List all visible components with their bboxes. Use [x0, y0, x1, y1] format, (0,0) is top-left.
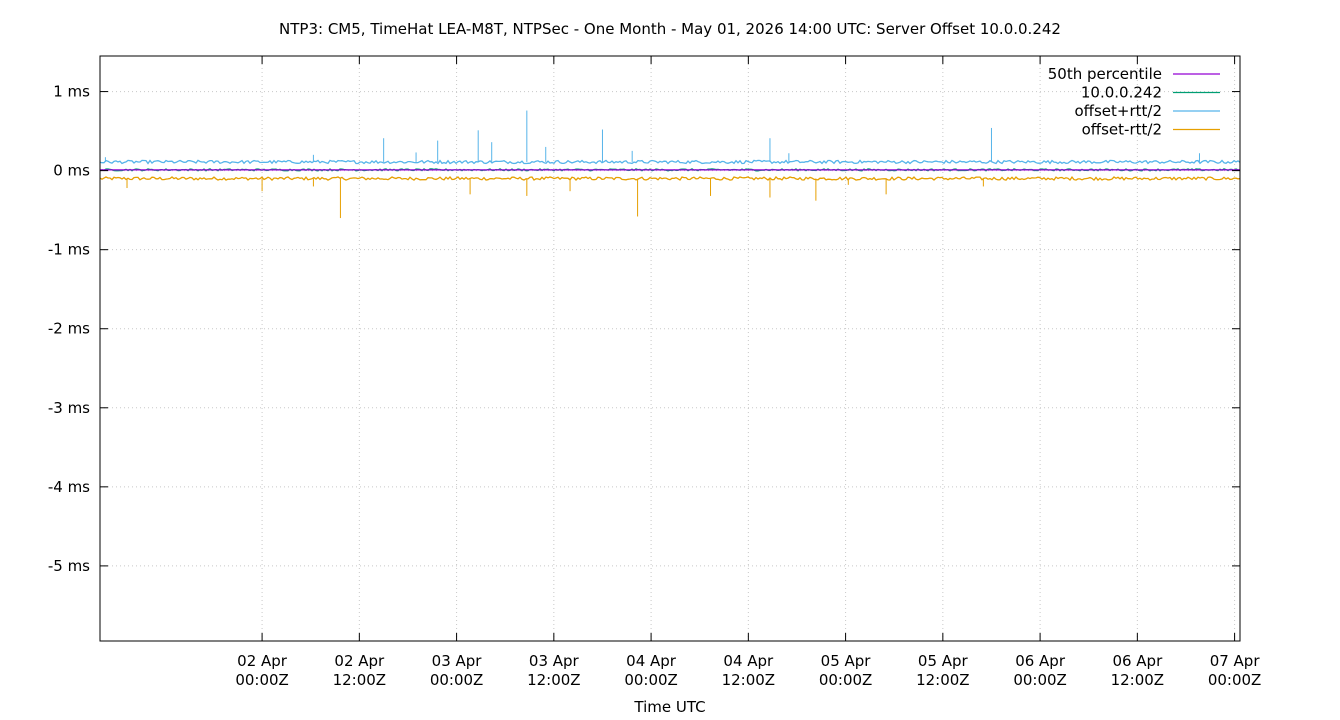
series-3-line	[99, 176, 1241, 182]
legend: 50th percentile10.0.0.242offset+rtt/2off…	[1048, 65, 1220, 139]
x-tick-label-date: 03 Apr	[529, 652, 580, 670]
x-axis-label: Time UTC	[633, 698, 705, 716]
x-tick-label-time: 00:00Z	[1208, 671, 1262, 689]
grid-layer	[100, 56, 1240, 641]
x-tick-label-date: 03 Apr	[432, 652, 483, 670]
x-tick-label-time: 00:00Z	[624, 671, 678, 689]
legend-label-series-2: offset+rtt/2	[1074, 102, 1162, 120]
y-tick-label: -3 ms	[48, 399, 90, 417]
y-tick-label: 0 ms	[53, 162, 90, 180]
x-tick-label-date: 04 Apr	[723, 652, 774, 670]
legend-label-series-0: 50th percentile	[1048, 65, 1162, 83]
x-tick-label-time: 00:00Z	[1013, 671, 1067, 689]
y-tick-label: -4 ms	[48, 478, 90, 496]
plot-frame	[99, 55, 1241, 642]
x-tick-label-date: 06 Apr	[1015, 652, 1066, 670]
x-tick-label-time: 12:00Z	[1111, 671, 1165, 689]
y-tick-label: 1 ms	[53, 83, 90, 101]
x-tick-label-time: 00:00Z	[235, 671, 289, 689]
legend-label-series-1: 10.0.0.242	[1081, 84, 1162, 102]
y-tick-label: -1 ms	[48, 241, 90, 259]
x-tick-label-time: 12:00Z	[527, 671, 581, 689]
x-tick-label-date: 06 Apr	[1112, 652, 1163, 670]
x-tick-label-date: 07 Apr	[1210, 652, 1261, 670]
x-tick-label-time: 00:00Z	[819, 671, 873, 689]
x-tick-label-date: 05 Apr	[918, 652, 969, 670]
x-tick-label-time: 12:00Z	[722, 671, 776, 689]
chart-title: NTP3: CM5, TimeHat LEA-M8T, NTPSec - One…	[279, 20, 1061, 38]
series-layer	[99, 110, 1241, 219]
legend-label-series-3: offset-rtt/2	[1082, 121, 1162, 139]
x-tick-label-date: 02 Apr	[237, 652, 288, 670]
x-tick-label-time: 00:00Z	[430, 671, 484, 689]
y-tick-label: -2 ms	[48, 320, 90, 338]
x-tick-label-time: 12:00Z	[916, 671, 970, 689]
series-2-line	[99, 159, 1241, 165]
x-tick-label-date: 05 Apr	[821, 652, 872, 670]
x-tick-label-time: 12:00Z	[333, 671, 387, 689]
x-tick-label-date: 02 Apr	[334, 652, 385, 670]
x-tick-label-date: 04 Apr	[626, 652, 677, 670]
y-tick-label: -5 ms	[48, 557, 90, 575]
